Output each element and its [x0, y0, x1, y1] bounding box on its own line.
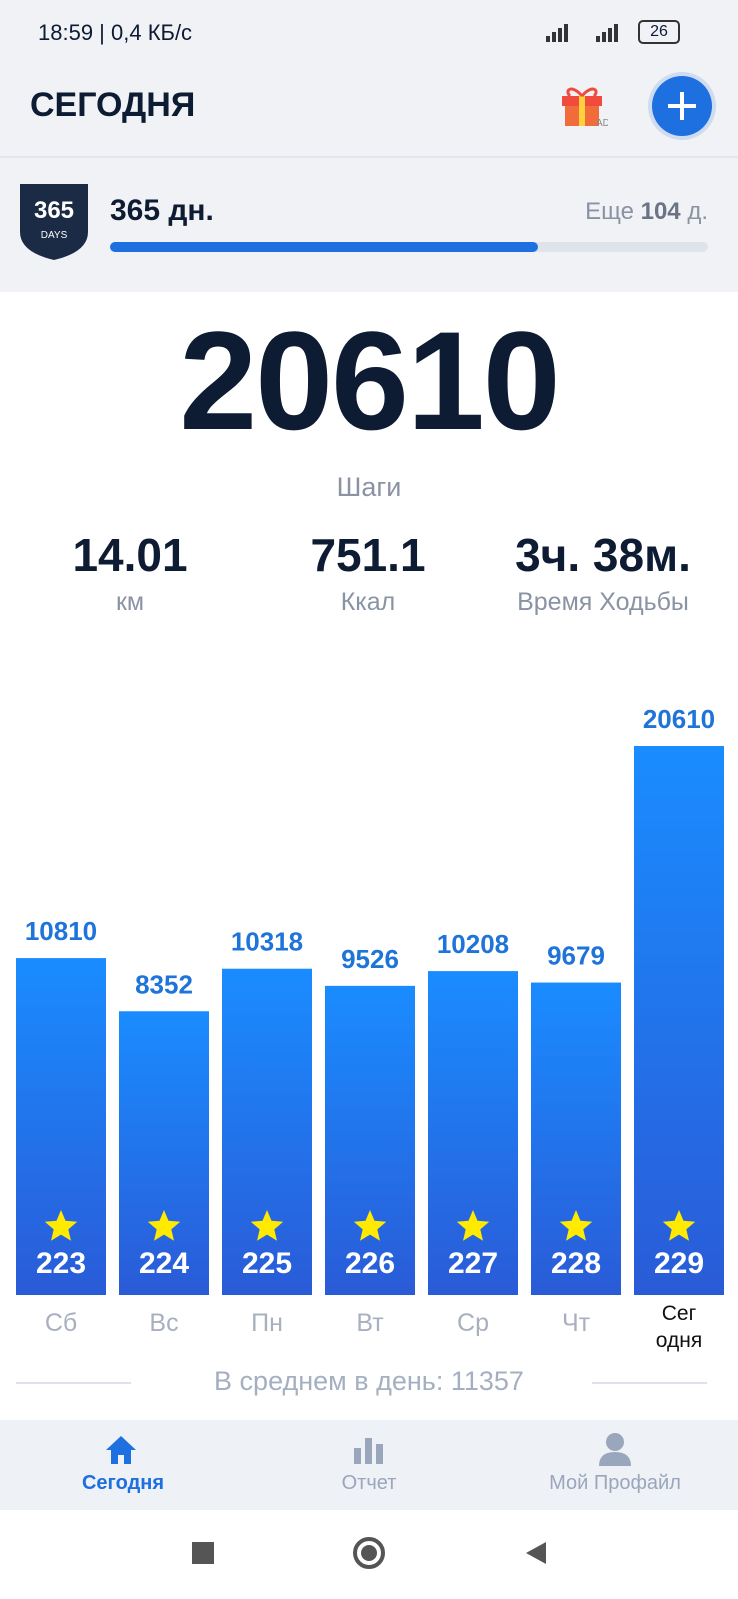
- star-icon: [662, 1210, 696, 1241]
- day-label: Чт: [561, 1309, 591, 1337]
- star-icon: [353, 1210, 387, 1241]
- stat-value: 14.01: [72, 529, 188, 581]
- star-icon: [250, 1210, 284, 1241]
- bar-value: 20610: [643, 704, 715, 734]
- average-label: В среднем в день:: [214, 1366, 444, 1396]
- bar: [119, 1011, 209, 1295]
- stat-label: Ккал: [340, 588, 396, 616]
- divider: [16, 1382, 131, 1384]
- average-value: 11357: [450, 1366, 524, 1396]
- star-icon: [44, 1210, 78, 1241]
- streak-badge: 365 DAYS: [20, 184, 88, 260]
- page-title: СЕГОДНЯ: [30, 86, 196, 124]
- star-count: 227: [448, 1247, 498, 1280]
- stat-label: Время Ходьбы: [517, 588, 689, 616]
- streak-panel: 365 DAYS 365 дн. Еще 104 д.: [0, 158, 738, 292]
- day-label: Сб: [44, 1309, 78, 1337]
- progress-track: [110, 242, 708, 252]
- bar: [634, 746, 724, 1295]
- star-icon: [559, 1210, 593, 1241]
- steps-total: 20610: [179, 302, 560, 459]
- streak-title: 365 дн.: [110, 194, 214, 227]
- day-label: Вт: [356, 1309, 384, 1337]
- day-label: Сег одня: [655, 1302, 703, 1352]
- gift-icon[interactable]: AD: [558, 82, 608, 130]
- status-bar: 18:59 | 0,4 КБ/с 26: [0, 0, 738, 60]
- bar-value: 9526: [341, 944, 399, 974]
- day-label: Вс: [149, 1309, 179, 1337]
- bar: [16, 958, 106, 1295]
- header: СЕГОДНЯ AD: [0, 60, 738, 158]
- star-count: 229: [654, 1247, 704, 1280]
- remaining-suffix: д.: [687, 198, 708, 225]
- bar: [428, 971, 518, 1295]
- stat-value: 3ч. 38м.: [515, 529, 691, 581]
- star-count: 228: [551, 1247, 601, 1280]
- profile-icon: [599, 1433, 631, 1466]
- bar-chart: 10810 223 8352 224 10318 225 9526 226 10208 227 96…: [16, 704, 724, 1295]
- steps-label: Шаги: [336, 472, 402, 502]
- remaining-days: 104: [640, 198, 681, 225]
- bar-value: 9679: [547, 941, 605, 971]
- star-count: 224: [139, 1247, 189, 1280]
- add-button[interactable]: [646, 70, 718, 142]
- remaining-prefix: Еще: [585, 198, 634, 225]
- star-icon: [147, 1210, 181, 1241]
- day-label: Пн: [251, 1309, 283, 1337]
- report-icon: [354, 1438, 383, 1464]
- streak-remaining: Еще 104 д.: [585, 198, 708, 226]
- stat-value: 751.1: [310, 529, 426, 581]
- home-icon: [106, 1436, 136, 1464]
- stat-label: км: [115, 588, 145, 616]
- bar-value: 10810: [25, 916, 97, 946]
- star-icon: [456, 1210, 490, 1241]
- system-nav: [192, 1537, 546, 1569]
- average: В среднем в день: 11357: [0, 1366, 738, 1397]
- divider: [592, 1382, 707, 1384]
- bar-value: 10208: [437, 929, 509, 959]
- badge-number: 365: [34, 197, 74, 224]
- nav-profile[interactable]: Мой Профайл: [549, 1472, 681, 1494]
- day-label: Ср: [457, 1309, 489, 1337]
- status-text: 18:59 | 0,4 КБ/с: [38, 20, 193, 45]
- battery: 26: [638, 20, 680, 44]
- bottom-nav: Сегодня Отчет Мой Профайл: [0, 1420, 738, 1510]
- bar: [222, 968, 312, 1295]
- star-count: 226: [345, 1247, 395, 1280]
- nav-report[interactable]: Отчет: [341, 1472, 397, 1494]
- signal-icons: [546, 24, 618, 42]
- bar: [531, 982, 621, 1295]
- nav-today[interactable]: Сегодня: [81, 1472, 165, 1494]
- progress-fill: [110, 242, 538, 252]
- ad-label: AD: [596, 118, 608, 129]
- bar-value: 10318: [231, 927, 303, 957]
- badge-sub: DAYS: [41, 230, 68, 241]
- star-count: 225: [242, 1247, 292, 1280]
- bar: [325, 985, 415, 1295]
- bar-value: 8352: [135, 969, 193, 999]
- star-count: 223: [36, 1247, 86, 1280]
